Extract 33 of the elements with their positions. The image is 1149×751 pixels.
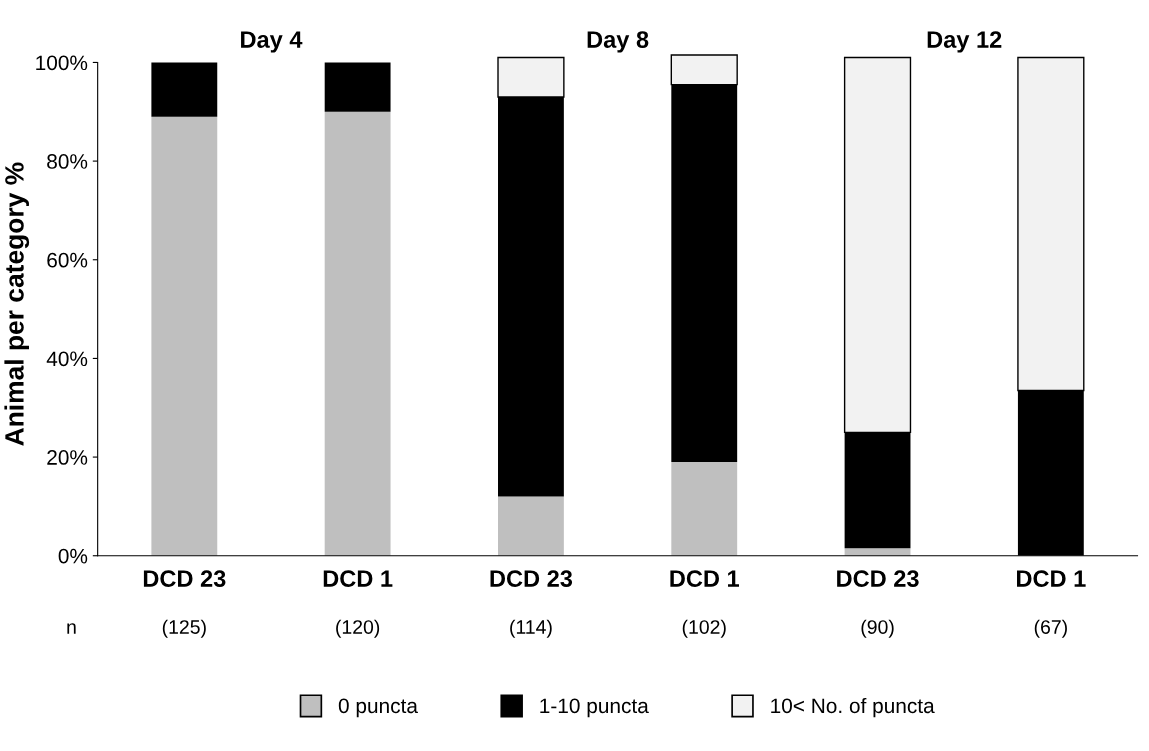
y-axis-title: Animal per category % (4, 162, 30, 446)
y-tick-label: 0% (58, 548, 88, 564)
text: (120) (336, 619, 380, 638)
x-tick-label: DCD 1 (1017, 570, 1086, 587)
text: (102) (682, 619, 726, 638)
legend-label: 0 puncta (338, 698, 418, 718)
text: (67) (1034, 619, 1067, 638)
text: Day 12 (927, 31, 1002, 53)
y-tick-label: 100% (36, 55, 88, 71)
x-tick-label: DCD 1 (670, 570, 740, 587)
legend-label: 10< No. of puncta (771, 697, 935, 718)
text: Day 4 (241, 31, 303, 53)
x-tick-label: DCD 23 (143, 570, 226, 588)
y-tick-label: 20% (47, 450, 88, 465)
bar (151, 62, 218, 117)
x-tick-label: DCD 23 (490, 570, 573, 588)
bar (324, 111, 391, 556)
x-tick-label: DCD 23 (837, 570, 919, 588)
bar (671, 462, 738, 556)
text: n (67, 623, 76, 634)
x-tick-label: DCD 1 (323, 570, 393, 587)
text: (125) (162, 619, 206, 638)
text: (90) (861, 619, 894, 638)
bar (844, 548, 911, 556)
bar (498, 496, 564, 556)
y-tick-label: 40% (46, 351, 88, 367)
text: Day 8 (587, 31, 649, 53)
y-tick-label: 60% (47, 252, 88, 268)
bar (324, 62, 391, 112)
y-tick-label: 80% (47, 154, 88, 169)
legend-label: 1-10 puncta (540, 698, 649, 718)
bar (151, 116, 218, 556)
text: (114) (510, 619, 552, 638)
